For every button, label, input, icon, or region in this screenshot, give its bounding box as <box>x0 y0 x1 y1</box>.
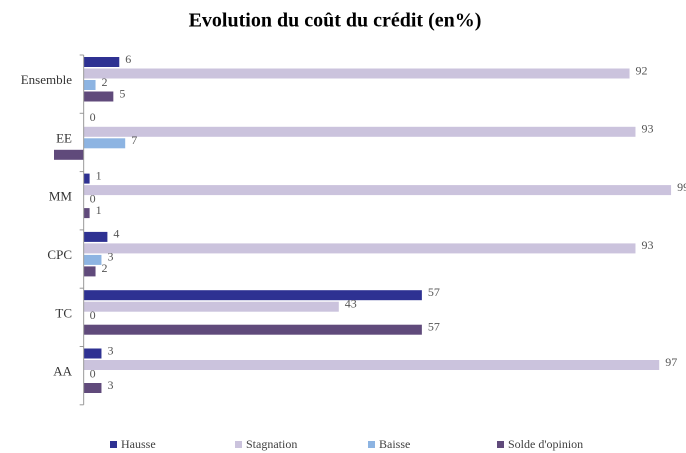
bar <box>83 57 120 67</box>
data-label: 57 <box>428 285 440 299</box>
bar <box>83 126 636 137</box>
data-label: 2 <box>102 261 108 275</box>
legend-label: Hausse <box>121 437 156 451</box>
legend-label: Stagnation <box>246 437 297 451</box>
y-tick-label: Ensemble <box>21 72 72 87</box>
data-label: 99 <box>677 180 686 194</box>
bar <box>83 290 422 301</box>
bar <box>83 138 126 149</box>
y-tick-label: EE <box>56 130 72 145</box>
data-label: 0 <box>90 110 96 124</box>
y-tick-label: TC <box>55 305 72 320</box>
data-label: 0 <box>90 366 96 380</box>
data-label: 3 <box>107 378 113 392</box>
data-label: 1 <box>96 203 102 217</box>
data-label: 43 <box>345 296 357 310</box>
bar <box>83 173 90 184</box>
data-label: 4 <box>113 227 119 241</box>
bar <box>83 91 114 102</box>
bar <box>54 149 84 160</box>
bar <box>83 348 102 359</box>
y-tick-label: CPC <box>47 247 72 262</box>
legend-swatch <box>497 441 504 448</box>
legend-swatch <box>235 441 242 448</box>
bar <box>83 231 108 242</box>
bar <box>83 243 636 254</box>
bar <box>83 68 630 79</box>
data-label: 0 <box>90 191 96 205</box>
bar <box>83 80 96 90</box>
y-tick-label: MM <box>49 189 73 204</box>
legend-swatch <box>368 441 375 448</box>
bar <box>83 301 339 312</box>
data-label: 97 <box>665 355 677 369</box>
legend-label: Solde d'opinion <box>508 437 583 451</box>
data-label: 92 <box>636 63 648 77</box>
bar <box>83 324 422 335</box>
data-label: 3 <box>107 250 113 264</box>
data-label: 2 <box>102 75 108 89</box>
data-label: 7 <box>131 133 137 147</box>
y-tick-label: AA <box>53 364 72 379</box>
bar <box>83 208 90 219</box>
legend-label: Baisse <box>379 437 410 451</box>
chart-title: Evolution du coût du crédit (en%) <box>189 10 482 32</box>
data-label: 3 <box>107 343 113 357</box>
data-label: 57 <box>428 319 440 333</box>
data-label: 5 <box>119 86 125 100</box>
legend-swatch <box>110 441 117 448</box>
bar <box>83 360 660 370</box>
data-label: 93 <box>641 238 653 252</box>
bar <box>83 185 672 196</box>
data-label: 0 <box>90 308 96 322</box>
bar <box>83 383 102 393</box>
bar <box>83 266 96 277</box>
data-label: 1 <box>96 168 102 182</box>
data-label: 93 <box>641 122 653 136</box>
bar <box>83 254 102 265</box>
data-label: 6 <box>125 52 131 66</box>
